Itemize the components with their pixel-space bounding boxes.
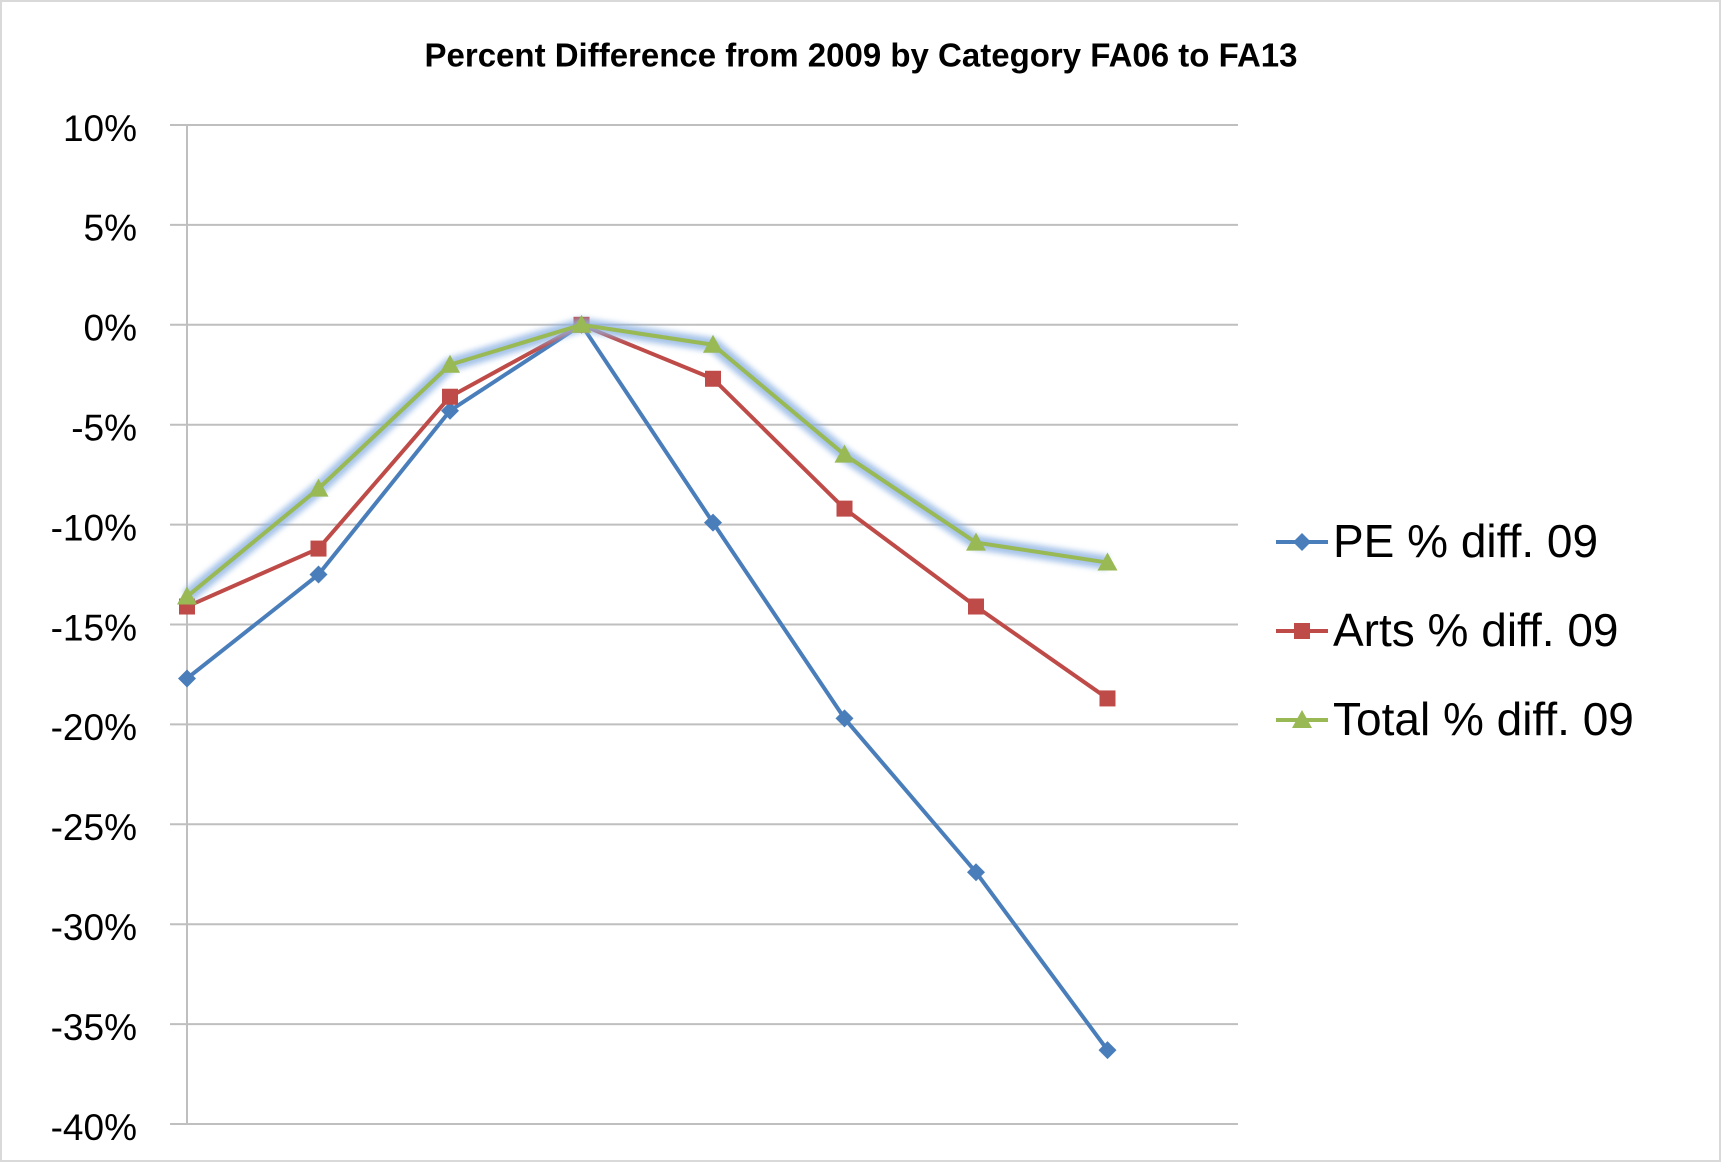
y-tick-label: -25% [51,807,137,848]
y-tick-label: -5% [71,407,137,448]
legend-label: Total % diff. 09 [1333,693,1634,745]
legend-marker [1293,533,1311,551]
y-tick-label: -15% [51,607,137,648]
data-point [704,513,722,532]
chart-title: Percent Difference from 2009 by Category… [425,37,1298,74]
data-point [966,532,986,551]
y-tick-label: -20% [51,707,137,748]
data-point [178,669,196,688]
data-point [1098,1041,1117,1060]
data-point [968,598,984,615]
data-point [442,388,458,405]
series-line [185,322,1110,1052]
data-point [967,863,985,882]
y-tick-label: -35% [51,1007,137,1048]
data-point [309,565,328,584]
data-point [835,709,854,728]
data-point [834,444,855,463]
y-tick-label: 5% [84,208,137,249]
data-point [836,500,853,517]
data-point [703,334,723,353]
data-point [441,401,459,420]
data-point [1099,690,1116,707]
legend-marker [1292,710,1312,728]
y-tick-label: -40% [51,1107,137,1148]
series-line [186,322,1109,701]
data-point [308,478,329,497]
data-point [1097,552,1118,571]
series-line [185,322,1108,599]
legend-label: Arts % diff. 09 [1333,604,1619,656]
y-tick-label: -30% [51,907,137,948]
y-tick-label: 10% [63,108,137,149]
data-point [440,354,460,373]
y-tick-label: -10% [51,507,137,548]
data-point [571,314,592,333]
data-point [705,370,721,387]
y-tick-label: 0% [84,308,137,349]
legend-marker [1294,623,1310,639]
legend-label: PE % diff. 09 [1333,515,1598,567]
data-point [310,540,327,557]
data-point [177,586,197,605]
